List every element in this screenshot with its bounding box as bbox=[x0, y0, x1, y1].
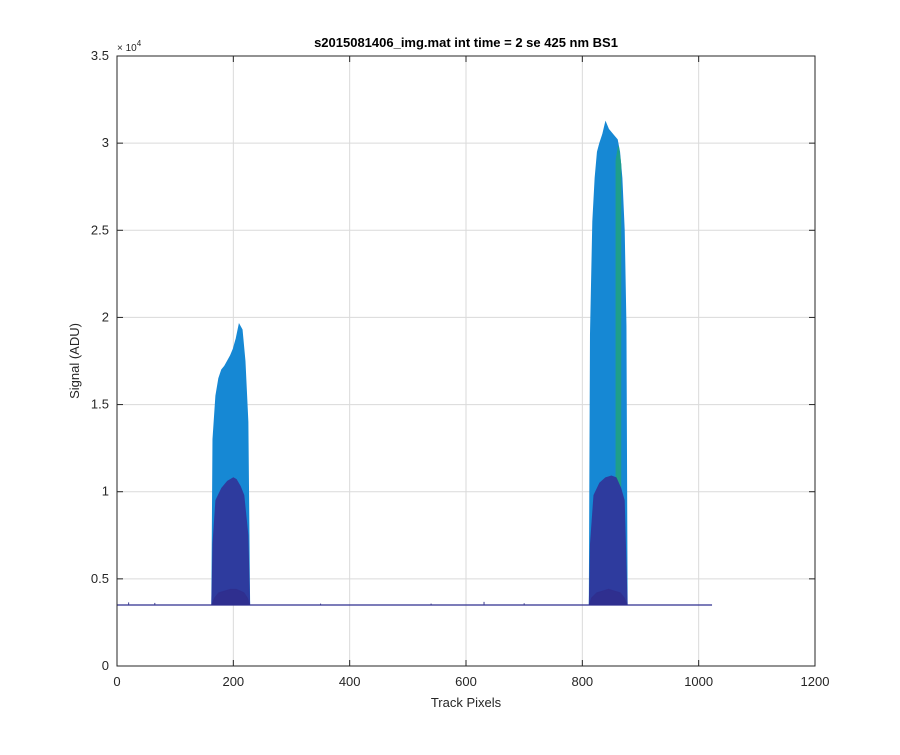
plot-area bbox=[117, 120, 713, 606]
y-tick-label: 0.5 bbox=[91, 571, 109, 586]
y-tick-label: 3 bbox=[102, 135, 109, 150]
y-exponent-multiplier: × 104 bbox=[117, 39, 142, 54]
ticks bbox=[116, 55, 816, 667]
y-tick-label: 3.5 bbox=[91, 48, 109, 63]
x-tick-label: 1000 bbox=[684, 674, 713, 689]
chart-title: s2015081406_img.mat int time = 2 se 425 … bbox=[314, 35, 618, 50]
x-tick-labels: 0 200 400 600 800 1000 1200 bbox=[113, 674, 829, 689]
signal-peak bbox=[588, 475, 628, 606]
y-tick-label: 2.5 bbox=[91, 222, 109, 237]
signal-peak bbox=[211, 477, 251, 606]
signal-peak bbox=[211, 588, 251, 606]
x-tick-label: 600 bbox=[455, 674, 477, 689]
x-tick-label: 200 bbox=[222, 674, 244, 689]
x-tick-label: 1200 bbox=[801, 674, 830, 689]
y-tick-label: 1.5 bbox=[91, 397, 109, 412]
x-tick-label: 400 bbox=[339, 674, 361, 689]
y-tick-label: 2 bbox=[102, 309, 109, 324]
x-tick-label: 800 bbox=[571, 674, 593, 689]
y-tick-labels: 0 0.5 1 1.5 2 2.5 3 3.5 bbox=[91, 48, 109, 673]
signal-peak bbox=[588, 588, 628, 606]
x-tick-label: 0 bbox=[113, 674, 120, 689]
y-axis-label: Signal (ADU) bbox=[67, 323, 82, 399]
x-axis-label: Track Pixels bbox=[431, 695, 502, 710]
y-tick-label: 1 bbox=[102, 484, 109, 499]
y-tick-label: 0 bbox=[102, 658, 109, 673]
